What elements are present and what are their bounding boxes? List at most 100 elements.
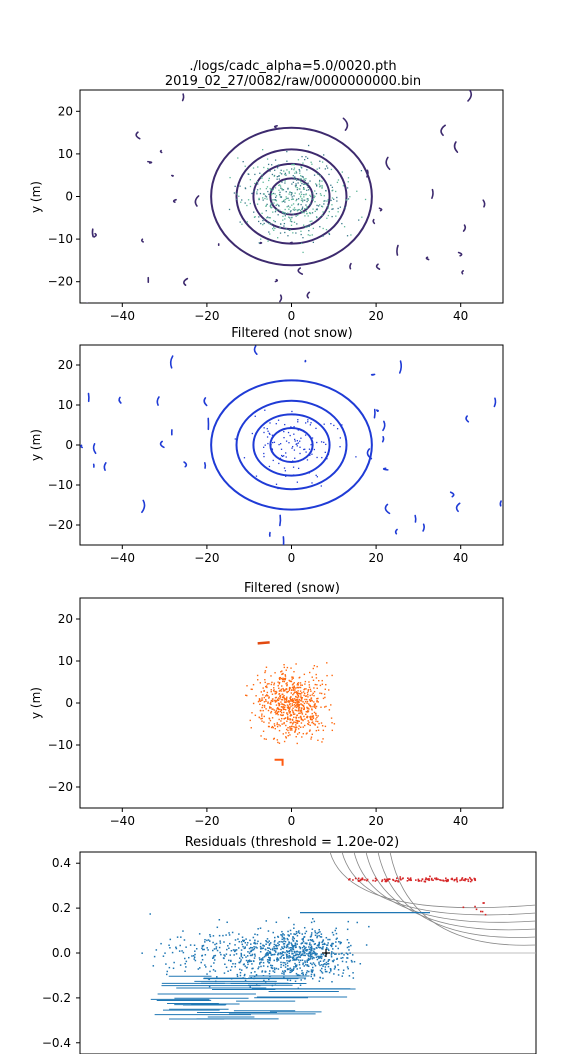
data-point — [332, 942, 334, 945]
data-point — [304, 680, 307, 683]
data-point — [258, 966, 260, 968]
data-point — [267, 952, 270, 954]
data-point — [241, 936, 244, 938]
data-point — [289, 680, 291, 683]
data-point — [275, 200, 278, 202]
data-point — [307, 723, 310, 726]
data-point — [331, 208, 333, 210]
data-point — [273, 229, 275, 231]
data-point — [293, 685, 295, 687]
data-point — [240, 969, 243, 971]
scan-line — [156, 396, 160, 406]
data-point — [205, 966, 207, 968]
data-point — [301, 206, 304, 208]
data-point — [307, 234, 309, 236]
data-point — [392, 878, 394, 881]
threshold-curve — [389, 852, 536, 946]
data-point — [292, 445, 294, 448]
data-point — [284, 677, 287, 680]
data-point — [268, 722, 270, 724]
data-point — [333, 723, 336, 725]
data-point — [240, 949, 243, 951]
data-point — [284, 182, 286, 184]
data-point — [165, 963, 167, 965]
data-point — [334, 953, 336, 955]
data-point — [327, 963, 330, 965]
data-point — [307, 199, 309, 201]
scan-line — [384, 503, 391, 515]
data-point — [291, 217, 293, 219]
data-point — [309, 954, 312, 956]
data-point — [182, 951, 185, 954]
data-point — [261, 174, 263, 176]
data-point — [141, 952, 143, 954]
data-point — [288, 954, 290, 957]
data-point — [289, 220, 292, 222]
data-point — [269, 719, 272, 722]
data-point — [279, 710, 282, 713]
data-point — [285, 737, 288, 739]
data-point — [276, 176, 279, 178]
data-point — [289, 697, 291, 700]
data-point — [299, 452, 301, 455]
data-point — [276, 723, 278, 726]
data-point — [266, 686, 268, 689]
data-point — [293, 167, 296, 169]
data-point — [308, 952, 310, 955]
data-point — [234, 438, 236, 440]
data-point — [329, 938, 331, 941]
data-point — [331, 981, 333, 983]
data-point — [316, 726, 319, 728]
data-point — [303, 688, 306, 690]
data-point — [285, 228, 288, 230]
data-point — [274, 227, 276, 230]
data-point — [292, 689, 295, 691]
data-point — [284, 201, 286, 203]
data-point — [268, 217, 270, 219]
data-point — [319, 692, 321, 694]
data-point — [327, 204, 329, 207]
data-point — [328, 971, 331, 974]
scan-line — [366, 448, 373, 460]
data-point — [271, 449, 274, 451]
data-point — [295, 716, 297, 719]
data-point — [307, 689, 310, 691]
data-point — [299, 715, 302, 718]
data-point — [273, 199, 275, 201]
data-point — [274, 693, 276, 695]
data-point — [266, 952, 268, 954]
data-point — [298, 188, 300, 190]
data-point — [280, 701, 282, 703]
data-point — [260, 965, 262, 968]
data-point — [305, 946, 307, 949]
data-point — [275, 696, 277, 699]
data-point — [303, 188, 306, 190]
data-point — [243, 939, 246, 942]
data-point — [215, 946, 218, 948]
data-point — [313, 957, 315, 959]
data-point — [287, 690, 290, 693]
data-point — [319, 160, 321, 162]
data-point — [229, 954, 232, 956]
data-point — [303, 954, 305, 957]
data-point — [281, 946, 283, 948]
data-point — [168, 966, 171, 969]
data-point — [345, 961, 348, 963]
data-point — [284, 708, 287, 711]
scan-line — [465, 415, 470, 423]
data-point — [232, 962, 234, 965]
data-point — [273, 946, 275, 948]
data-point — [295, 940, 298, 942]
data-point — [428, 879, 430, 882]
data-point — [219, 951, 221, 954]
scan-line — [524, 300, 527, 310]
data-point — [274, 169, 276, 171]
data-point — [284, 962, 286, 964]
data-point — [216, 976, 218, 978]
data-point — [307, 957, 310, 960]
data-point — [261, 704, 264, 707]
data-point — [312, 715, 315, 717]
data-point — [264, 197, 266, 200]
data-point — [296, 187, 299, 189]
data-point — [304, 207, 306, 210]
